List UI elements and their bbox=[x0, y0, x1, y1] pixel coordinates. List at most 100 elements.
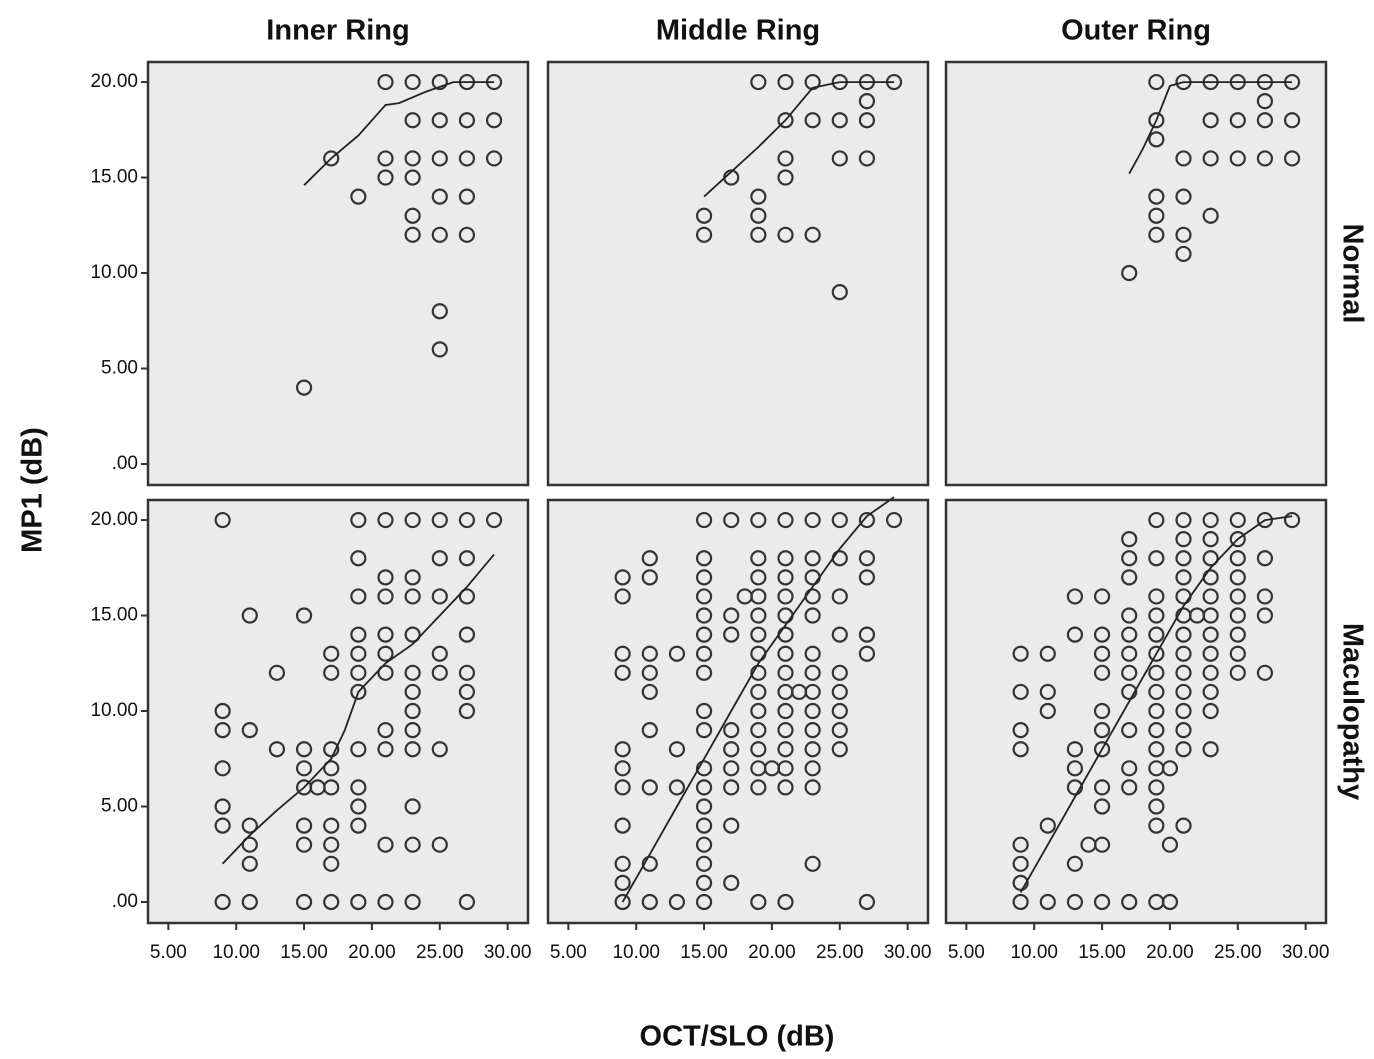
point bbox=[858, 511, 876, 529]
point bbox=[641, 893, 658, 911]
point bbox=[350, 798, 367, 815]
panel bbox=[146, 60, 530, 487]
point bbox=[1148, 131, 1165, 148]
point bbox=[641, 855, 658, 872]
point bbox=[723, 626, 740, 643]
point bbox=[1175, 645, 1192, 662]
point bbox=[214, 511, 231, 529]
point bbox=[350, 645, 367, 662]
point bbox=[431, 226, 448, 243]
point bbox=[831, 664, 848, 681]
point bbox=[804, 550, 821, 567]
y-tick-label: 5.00 bbox=[101, 358, 138, 379]
point bbox=[323, 150, 340, 167]
point bbox=[404, 702, 421, 720]
point bbox=[214, 817, 231, 834]
point bbox=[695, 760, 713, 777]
point bbox=[377, 664, 394, 681]
point bbox=[1175, 664, 1192, 681]
point bbox=[1148, 741, 1165, 758]
x-tick-label: 30.00 bbox=[884, 942, 932, 963]
point bbox=[804, 855, 821, 872]
point bbox=[777, 702, 794, 720]
point bbox=[750, 588, 767, 605]
point bbox=[350, 511, 367, 529]
point bbox=[750, 569, 767, 586]
point bbox=[404, 741, 421, 758]
point bbox=[804, 112, 821, 129]
point bbox=[1121, 779, 1138, 796]
point bbox=[431, 112, 448, 129]
point bbox=[804, 722, 821, 739]
x-tick-label: 10.00 bbox=[1010, 942, 1058, 963]
point bbox=[1229, 112, 1246, 129]
point bbox=[695, 569, 713, 586]
point bbox=[1175, 226, 1192, 243]
point bbox=[404, 112, 421, 129]
point bbox=[1229, 645, 1246, 662]
point bbox=[458, 702, 476, 720]
y-tick-label: 5.00 bbox=[101, 796, 138, 817]
point bbox=[1202, 702, 1219, 720]
point bbox=[804, 779, 821, 796]
point bbox=[695, 607, 713, 624]
point bbox=[695, 645, 713, 662]
point bbox=[214, 722, 231, 739]
point bbox=[750, 207, 767, 224]
point bbox=[750, 702, 767, 720]
point bbox=[458, 511, 476, 529]
point bbox=[404, 588, 421, 605]
point bbox=[458, 150, 476, 167]
point bbox=[485, 150, 503, 167]
point bbox=[723, 722, 740, 739]
point bbox=[377, 645, 394, 662]
point bbox=[1175, 550, 1192, 567]
point bbox=[1148, 722, 1165, 739]
point bbox=[1121, 626, 1138, 643]
point bbox=[1066, 779, 1084, 796]
point bbox=[750, 626, 767, 643]
point bbox=[1202, 741, 1219, 758]
point bbox=[323, 664, 340, 681]
point bbox=[214, 893, 231, 911]
point bbox=[695, 626, 713, 643]
panel bbox=[944, 498, 1328, 925]
point bbox=[377, 569, 394, 586]
point bbox=[614, 569, 631, 586]
point bbox=[404, 683, 421, 701]
point bbox=[750, 607, 767, 624]
point bbox=[804, 683, 821, 701]
point bbox=[668, 779, 686, 796]
point bbox=[614, 817, 631, 834]
point bbox=[1066, 855, 1084, 872]
point bbox=[295, 760, 313, 777]
point bbox=[614, 779, 631, 796]
point bbox=[641, 683, 658, 701]
point bbox=[777, 741, 794, 758]
point bbox=[777, 588, 794, 605]
point bbox=[777, 226, 794, 243]
point bbox=[858, 645, 876, 662]
point bbox=[1148, 798, 1165, 815]
point bbox=[804, 760, 821, 777]
point bbox=[350, 741, 367, 758]
point bbox=[268, 741, 286, 758]
point bbox=[241, 836, 258, 853]
point bbox=[1012, 741, 1029, 758]
point bbox=[1256, 150, 1274, 167]
point bbox=[404, 150, 421, 167]
point bbox=[1121, 664, 1138, 681]
point bbox=[1148, 645, 1165, 662]
point bbox=[431, 511, 448, 529]
point bbox=[750, 73, 767, 91]
point bbox=[614, 588, 631, 605]
x-tick-label: 20.00 bbox=[348, 942, 396, 963]
x-tick-label: 15.00 bbox=[680, 942, 728, 963]
point bbox=[614, 741, 631, 758]
point bbox=[241, 722, 258, 739]
point bbox=[750, 664, 767, 681]
point bbox=[1229, 569, 1246, 586]
point bbox=[323, 855, 340, 872]
point bbox=[377, 626, 394, 643]
panel-title: Inner Ring bbox=[266, 15, 409, 47]
